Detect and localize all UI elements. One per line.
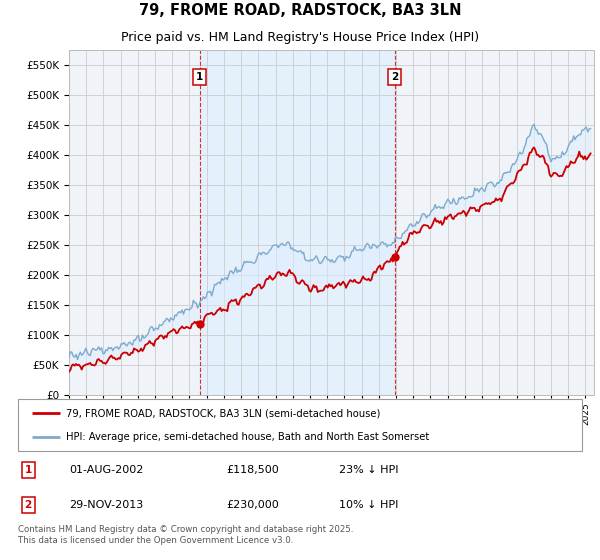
HPI: Average price, semi-detached house, Bath and North East Somerset: (2.02e+03, 4.12e+05): Average price, semi-detached house, Bath…	[521, 144, 528, 151]
79, FROME ROAD, RADSTOCK, BA3 3LN (semi-detached house)	[446, 212, 453, 219]
79, FROME ROAD, RADSTOCK, BA3 3LN (semi-detached house)	[275, 269, 282, 276]
79, FROME ROAD, RADSTOCK, BA3 3LN (semi-detached house)	[156, 333, 163, 339]
Text: 2: 2	[25, 500, 32, 510]
Text: 1: 1	[196, 72, 203, 82]
HPI: Average price, semi-detached house, Bath and North East Somerset: (2.02e+03, 3.53e+05): Average price, semi-detached house, Bath…	[495, 180, 502, 187]
Text: 1: 1	[25, 465, 32, 475]
79, FROME ROAD, RADSTOCK, BA3 3LN (semi-detached house)	[519, 162, 526, 169]
HPI: Average price, semi-detached house, Bath and North East Somerset: (2.02e+03, 3.19e+05): Average price, semi-detached house, Bath…	[447, 200, 454, 207]
Text: 79, FROME ROAD, RADSTOCK, BA3 3LN (semi-detached house): 79, FROME ROAD, RADSTOCK, BA3 3LN (semi-…	[66, 408, 380, 418]
Text: Contains HM Land Registry data © Crown copyright and database right 2025.
This d: Contains HM Land Registry data © Crown c…	[18, 525, 353, 545]
HPI: Average price, semi-detached house, Bath and North East Somerset: (2e+03, 1.16e+05): Average price, semi-detached house, Bath…	[157, 322, 164, 329]
HPI: Average price, semi-detached house, Bath and North East Somerset: (2e+03, 6.28e+04): Average price, semi-detached house, Bath…	[65, 354, 73, 361]
HPI: Average price, semi-detached house, Bath and North East Somerset: (2.02e+03, 4.52e+05): Average price, semi-detached house, Bath…	[530, 121, 538, 128]
HPI: Average price, semi-detached house, Bath and North East Somerset: (2.01e+03, 2.49e+05): Average price, semi-detached house, Bath…	[276, 242, 283, 249]
79, FROME ROAD, RADSTOCK, BA3 3LN (semi-detached house)	[269, 277, 276, 283]
79, FROME ROAD, RADSTOCK, BA3 3LN (semi-detached house)	[494, 197, 501, 204]
Text: 29-NOV-2013: 29-NOV-2013	[69, 500, 143, 510]
Text: Price paid vs. HM Land Registry's House Price Index (HPI): Price paid vs. HM Land Registry's House …	[121, 31, 479, 44]
HPI: Average price, semi-detached house, Bath and North East Somerset: (2e+03, 5.9e+04): Average price, semi-detached house, Bath…	[74, 356, 81, 363]
Text: 23% ↓ HPI: 23% ↓ HPI	[340, 465, 399, 475]
79, FROME ROAD, RADSTOCK, BA3 3LN (semi-detached house)	[587, 150, 594, 157]
Line: HPI: Average price, semi-detached house, Bath and North East Somerset: HPI: Average price, semi-detached house,…	[69, 124, 590, 360]
Text: £118,500: £118,500	[227, 465, 280, 475]
Text: 10% ↓ HPI: 10% ↓ HPI	[340, 500, 399, 510]
Line: 79, FROME ROAD, RADSTOCK, BA3 3LN (semi-detached house): 79, FROME ROAD, RADSTOCK, BA3 3LN (semi-…	[69, 147, 590, 372]
Text: 01-AUG-2002: 01-AUG-2002	[69, 465, 143, 475]
Text: £230,000: £230,000	[227, 500, 280, 510]
79, FROME ROAD, RADSTOCK, BA3 3LN (semi-detached house)	[530, 144, 538, 151]
Text: 79, FROME ROAD, RADSTOCK, BA3 3LN: 79, FROME ROAD, RADSTOCK, BA3 3LN	[139, 3, 461, 18]
HPI: Average price, semi-detached house, Bath and North East Somerset: (2.03e+03, 4.45e+05): Average price, semi-detached house, Bath…	[587, 125, 594, 132]
FancyBboxPatch shape	[18, 399, 582, 451]
Text: HPI: Average price, semi-detached house, Bath and North East Somerset: HPI: Average price, semi-detached house,…	[66, 432, 429, 442]
HPI: Average price, semi-detached house, Bath and North East Somerset: (2.01e+03, 2.49e+05): Average price, semi-detached house, Bath…	[271, 242, 278, 249]
Text: 2: 2	[391, 72, 398, 82]
79, FROME ROAD, RADSTOCK, BA3 3LN (semi-detached house)	[65, 368, 73, 375]
